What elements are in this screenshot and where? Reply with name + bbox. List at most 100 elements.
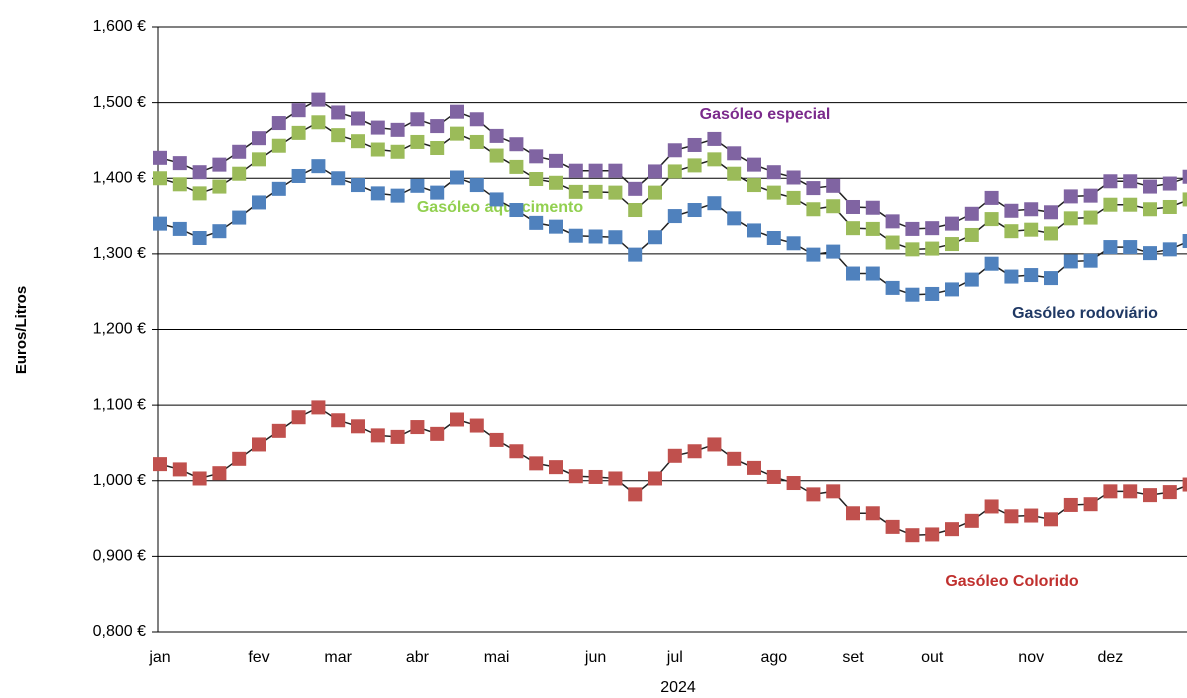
- marker: [806, 181, 821, 196]
- marker: [608, 163, 623, 178]
- x-tick-label: dez: [1098, 649, 1124, 666]
- x-tick-label: fev: [248, 649, 269, 666]
- marker: [192, 230, 207, 245]
- x-tick-label: mar: [324, 649, 352, 666]
- marker: [568, 163, 583, 178]
- marker: [370, 120, 385, 135]
- marker: [786, 190, 801, 205]
- marker: [1182, 234, 1187, 249]
- marker: [1123, 197, 1138, 212]
- marker: [509, 137, 524, 152]
- marker: [450, 170, 464, 185]
- marker: [271, 116, 286, 131]
- marker: [707, 131, 722, 146]
- marker: [1143, 488, 1157, 503]
- marker: [964, 513, 979, 528]
- marker: [984, 499, 999, 514]
- marker: [351, 134, 365, 149]
- marker: [865, 200, 880, 215]
- marker: [469, 134, 484, 149]
- marker: [766, 469, 781, 484]
- marker: [648, 164, 662, 179]
- marker: [826, 199, 841, 214]
- marker: [430, 185, 445, 200]
- x-tick-label: jul: [666, 649, 683, 666]
- x-tick-label: jun: [584, 649, 606, 666]
- marker: [885, 235, 900, 250]
- marker: [806, 247, 821, 262]
- x-tick-label: ago: [760, 649, 787, 666]
- marker: [192, 471, 207, 486]
- marker: [549, 219, 563, 234]
- marker: [826, 484, 841, 499]
- marker: [568, 228, 583, 243]
- marker: [390, 188, 405, 203]
- marker: [1162, 199, 1177, 214]
- marker: [727, 146, 742, 161]
- marker: [1044, 512, 1058, 527]
- marker: [212, 224, 227, 239]
- marker: [489, 192, 504, 207]
- marker: [885, 519, 900, 534]
- marker: [608, 230, 623, 245]
- marker: [766, 165, 781, 180]
- x-tick-label: abr: [406, 649, 430, 666]
- marker: [925, 286, 940, 301]
- marker: [549, 153, 563, 168]
- marker: [291, 168, 306, 183]
- marker: [1143, 202, 1157, 217]
- x-tick-label: jan: [148, 649, 170, 666]
- marker: [925, 241, 940, 256]
- marker: [628, 487, 643, 502]
- marker: [945, 237, 959, 252]
- marker: [846, 506, 860, 521]
- marker: [271, 423, 286, 438]
- marker: [1083, 188, 1098, 203]
- x-tick-label: out: [921, 649, 944, 666]
- marker: [945, 216, 959, 231]
- marker: [1024, 222, 1039, 237]
- marker: [826, 178, 841, 193]
- marker: [489, 128, 504, 143]
- marker: [212, 466, 227, 481]
- y-tick-label: 1,200 €: [93, 321, 146, 338]
- marker: [707, 196, 722, 211]
- marker: [786, 170, 801, 185]
- x-tick-label: nov: [1018, 649, 1044, 666]
- marker: [1083, 497, 1098, 512]
- marker: [568, 184, 583, 199]
- marker: [826, 244, 841, 259]
- marker: [766, 185, 781, 200]
- marker: [311, 159, 326, 174]
- marker: [747, 178, 761, 193]
- series-label: Gasóleo aquecimento: [417, 199, 583, 216]
- marker: [1182, 477, 1187, 492]
- marker: [1044, 226, 1058, 241]
- marker: [806, 202, 821, 217]
- marker: [509, 444, 524, 459]
- marker: [410, 178, 425, 193]
- marker: [1004, 509, 1019, 524]
- marker: [984, 212, 999, 227]
- marker: [885, 214, 900, 229]
- y-axis-label: Euros/Litros: [13, 286, 30, 374]
- marker: [747, 157, 761, 172]
- marker: [628, 247, 643, 262]
- marker: [212, 157, 227, 172]
- marker: [925, 527, 940, 542]
- marker: [1004, 224, 1019, 239]
- y-tick-label: 0,800 €: [93, 623, 146, 640]
- marker: [331, 171, 346, 186]
- marker: [271, 138, 286, 153]
- marker: [628, 181, 643, 196]
- marker: [648, 471, 662, 486]
- marker: [291, 125, 306, 140]
- marker: [865, 266, 880, 281]
- marker: [370, 186, 385, 201]
- x-tick-label: set: [842, 649, 864, 666]
- marker: [192, 165, 207, 180]
- marker: [1063, 254, 1078, 269]
- marker: [1044, 271, 1058, 286]
- marker: [311, 92, 326, 107]
- marker: [430, 119, 445, 134]
